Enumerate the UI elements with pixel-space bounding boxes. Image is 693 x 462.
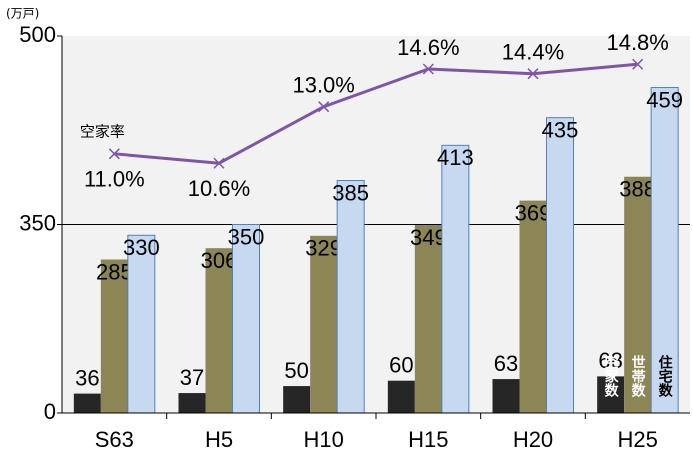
data-label: 350 bbox=[228, 224, 265, 249]
point-marker bbox=[318, 101, 330, 113]
bar bbox=[597, 376, 625, 413]
point-marker bbox=[632, 58, 644, 70]
bar bbox=[73, 393, 101, 413]
data-label: 369 bbox=[515, 200, 552, 225]
data-label: 10.6% bbox=[188, 176, 250, 201]
data-label: 306 bbox=[201, 248, 238, 273]
bar bbox=[100, 259, 128, 413]
data-label: 36 bbox=[75, 365, 99, 390]
data-label: 11.0% bbox=[84, 167, 145, 192]
data-label: 329 bbox=[305, 236, 342, 261]
bar bbox=[441, 144, 470, 414]
x-tick-label: H25 bbox=[617, 427, 657, 452]
data-label: 14.4% bbox=[502, 40, 564, 65]
data-label: 330 bbox=[123, 235, 160, 260]
point-marker bbox=[108, 148, 120, 160]
data-label: 13.0% bbox=[292, 73, 354, 98]
x-tick-label: H5 bbox=[205, 427, 233, 452]
series-label: 空家率 bbox=[80, 122, 125, 140]
legend-label: 空家数 bbox=[603, 354, 619, 398]
x-tick-label: H10 bbox=[303, 427, 343, 452]
data-label: 349 bbox=[410, 225, 447, 250]
data-label: 68 bbox=[598, 348, 622, 373]
bar bbox=[519, 200, 547, 413]
data-label: 50 bbox=[284, 358, 308, 383]
data-label: 435 bbox=[542, 117, 579, 142]
y-unit: (万戸) bbox=[6, 7, 39, 21]
point-marker bbox=[422, 63, 434, 75]
data-label: 14.8% bbox=[606, 30, 668, 55]
data-label: 385 bbox=[332, 180, 369, 205]
bar bbox=[178, 393, 206, 413]
data-label: 60 bbox=[389, 352, 413, 377]
bar bbox=[127, 234, 156, 414]
y-tick-label: 350 bbox=[19, 210, 56, 235]
bar bbox=[205, 248, 233, 413]
y-tick-label: 0 bbox=[44, 399, 56, 424]
data-label: 63 bbox=[494, 351, 518, 376]
data-label: 388 bbox=[619, 177, 656, 202]
bar bbox=[650, 87, 679, 414]
bar bbox=[414, 225, 442, 413]
point-marker bbox=[527, 68, 539, 80]
legend-label: 世帯数 bbox=[630, 354, 646, 398]
x-tick-label: H15 bbox=[408, 427, 448, 452]
data-label: 285 bbox=[96, 259, 133, 284]
data-label: 459 bbox=[646, 87, 683, 112]
bar bbox=[492, 379, 520, 413]
x-tick-label: S63 bbox=[95, 427, 134, 452]
bar bbox=[624, 176, 652, 413]
bar bbox=[387, 380, 415, 413]
x-tick-label: H20 bbox=[513, 427, 553, 452]
point-marker bbox=[213, 157, 225, 169]
legend-label: 住宅数 bbox=[657, 354, 673, 398]
data-label: 14.6% bbox=[397, 35, 459, 60]
bar bbox=[232, 224, 260, 414]
data-label: 37 bbox=[180, 365, 204, 390]
data-label: 413 bbox=[437, 145, 474, 170]
bar bbox=[336, 180, 365, 414]
bar bbox=[310, 235, 338, 413]
bar bbox=[283, 386, 311, 413]
line bbox=[114, 62, 638, 165]
bar bbox=[546, 117, 574, 414]
y-tick-label: 500 bbox=[19, 22, 56, 47]
